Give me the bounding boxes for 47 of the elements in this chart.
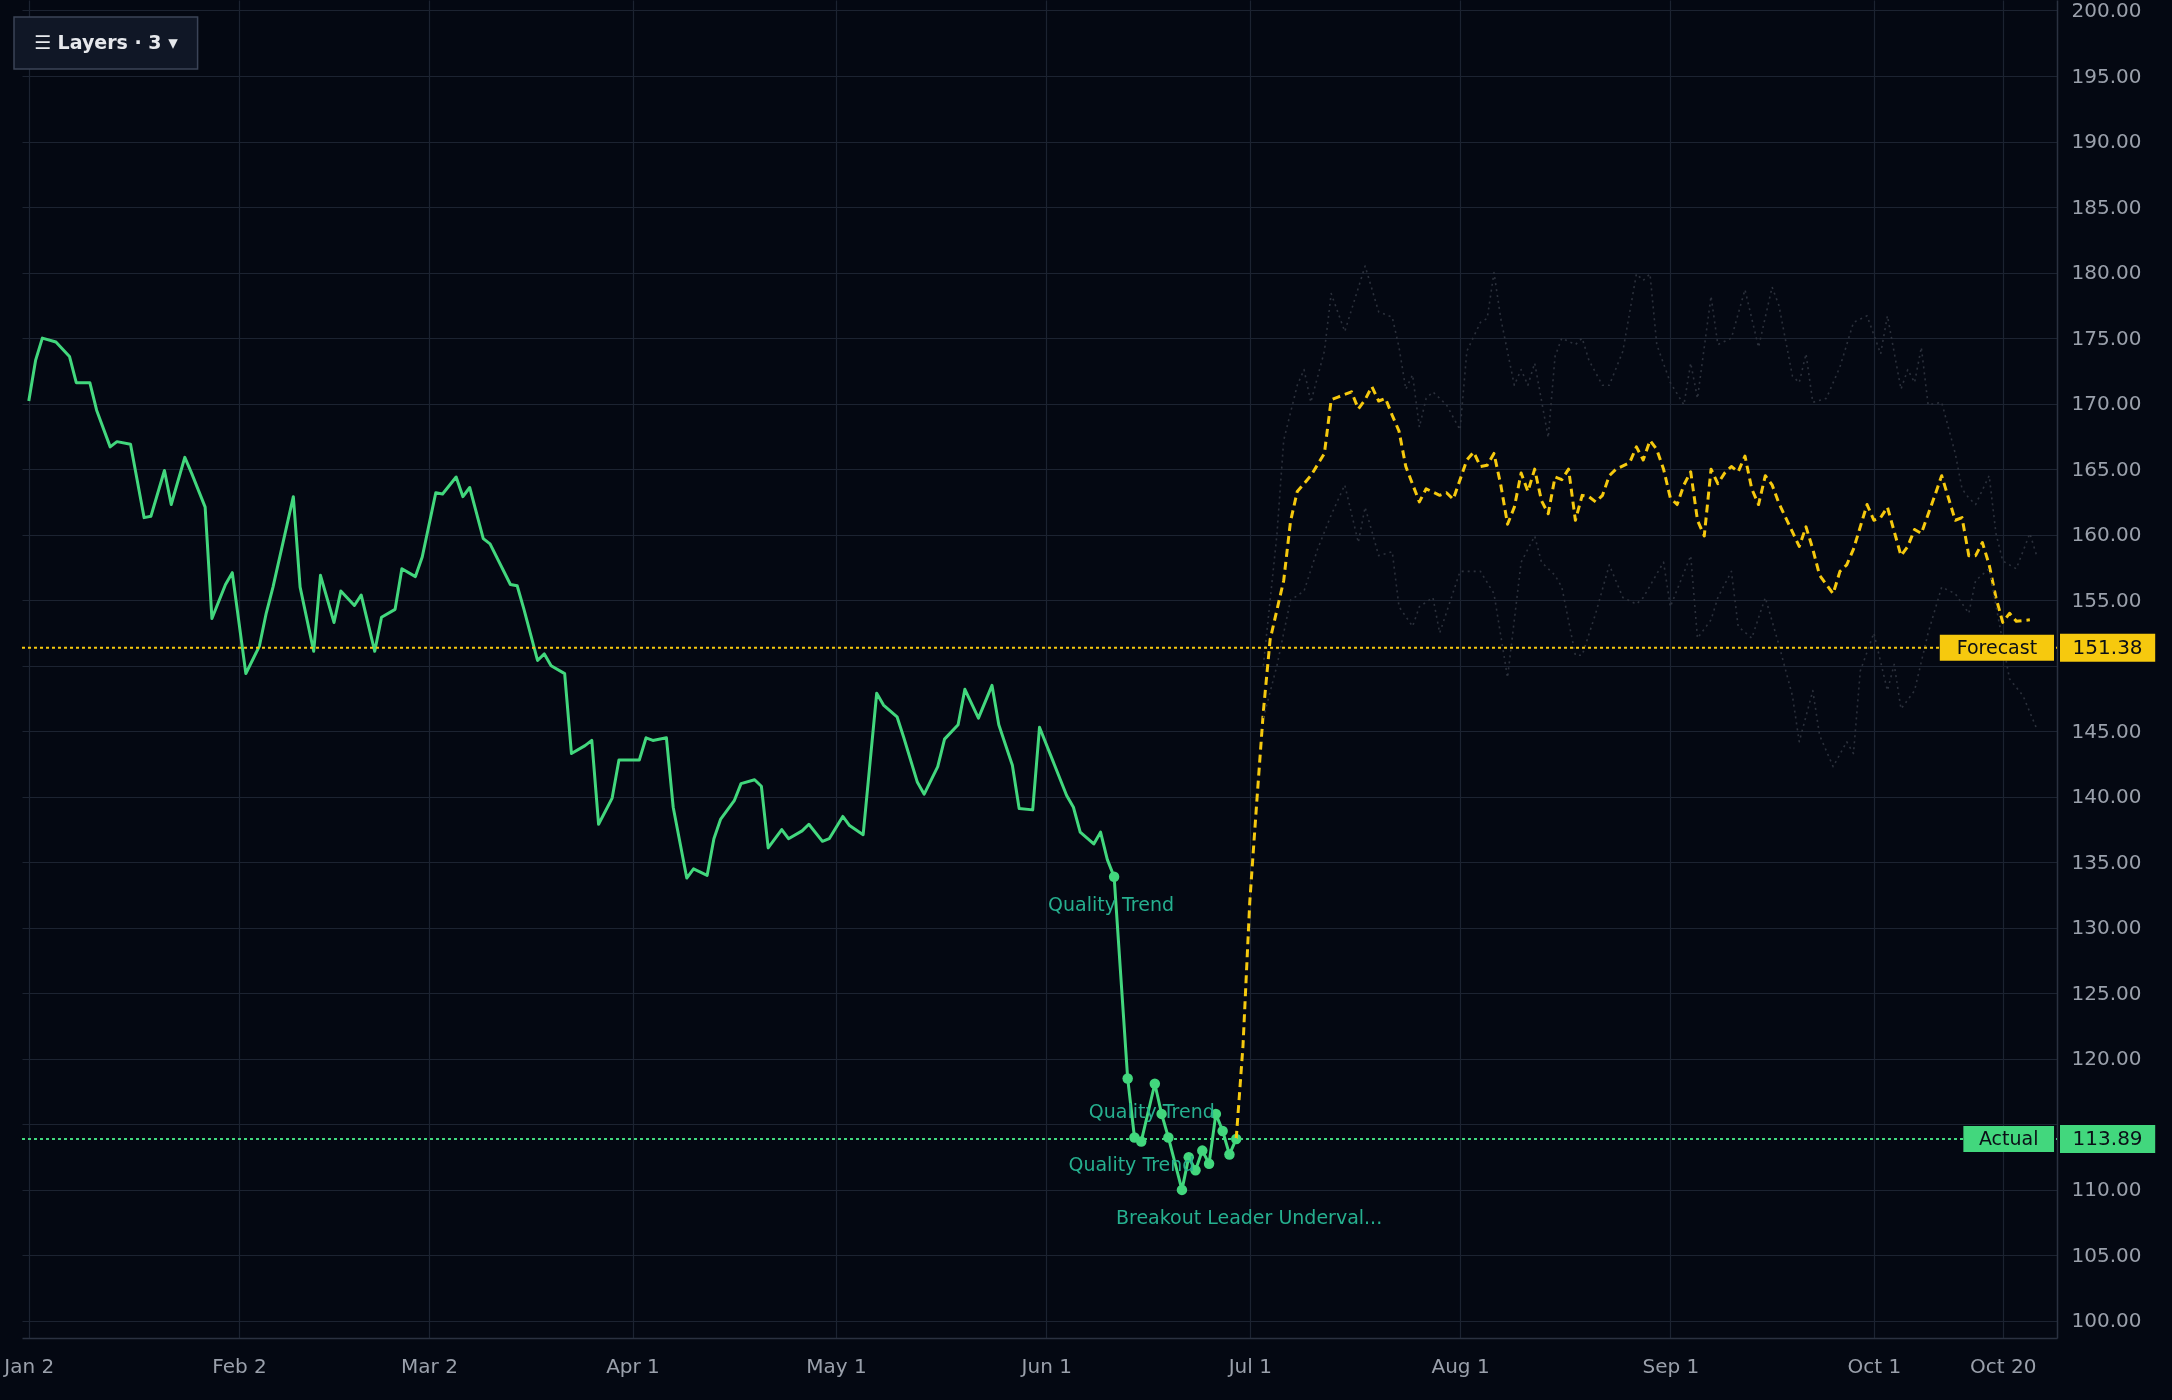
y-tick-label: 190.00 [2071,129,2142,154]
y-tick-label: 195.00 [2071,63,2142,88]
x-tick-label: Sep 1 [1642,1353,1700,1378]
y-tick-label: 130.00 [2071,915,2142,940]
y-tick-label: 160.00 [2071,522,2142,547]
x-tick-label: Jul 1 [1226,1353,1272,1378]
annotation: Breakout Leader Underval... [1115,1205,1383,1228]
y-tick-label: 105.00 [2071,1242,2142,1267]
y-tick-label: 125.00 [2071,980,2142,1005]
x-tick-label: Oct 1 [1847,1353,1902,1378]
y-tick-label: 135.00 [2071,849,2142,874]
y-tick-label: 145.00 [2071,718,2142,743]
y-tick-label: 155.00 [2071,587,2142,612]
x-tick-label: Feb 2 [212,1353,267,1378]
ref-line-label: Actual [1978,1126,2039,1149]
y-tick-label: 165.00 [2071,456,2142,481]
y-tick-label: 170.00 [2071,391,2142,416]
x-tick-label: Aug 1 [1431,1353,1490,1378]
ref-line-label: Forecast [1956,635,2038,658]
y-tick-label: 120.00 [2071,1046,2142,1071]
line-series [1262,484,2038,768]
x-tick-label: Jan 2 [2,1353,55,1378]
x-tick-label: Oct 20 [1970,1353,2037,1378]
point [1217,1125,1228,1137]
y-tick-label: 110.00 [2071,1177,2142,1202]
y-tick-label: 185.00 [2071,194,2142,219]
x-tick-label: Jun 1 [1019,1353,1072,1378]
point [1176,1184,1188,1196]
line-series [1262,265,2038,667]
point [1149,1078,1161,1089]
point [1224,1149,1235,1160]
point [1197,1145,1208,1156]
point [1203,1158,1215,1169]
y-tick-label: 175.00 [2071,325,2142,350]
point [1163,1132,1174,1143]
point [1108,871,1120,882]
y-tick-label: 140.00 [2071,784,2142,809]
point [1122,1073,1133,1084]
x-tick-label: Apr 1 [606,1353,660,1378]
y-tick-label: 200.00 [2071,0,2142,22]
x-tick-label: May 1 [806,1353,867,1378]
y-tick-label: 100.00 [2071,1308,2142,1333]
annotation: ☰ Layers · 3 ▾ [33,31,179,53]
y-tick-label: 113.89 [2072,1125,2143,1150]
y-tick-label: 180.00 [2071,260,2142,285]
x-tick-label: Mar 2 [401,1353,458,1378]
y-tick-label: 151.38 [2072,634,2143,659]
